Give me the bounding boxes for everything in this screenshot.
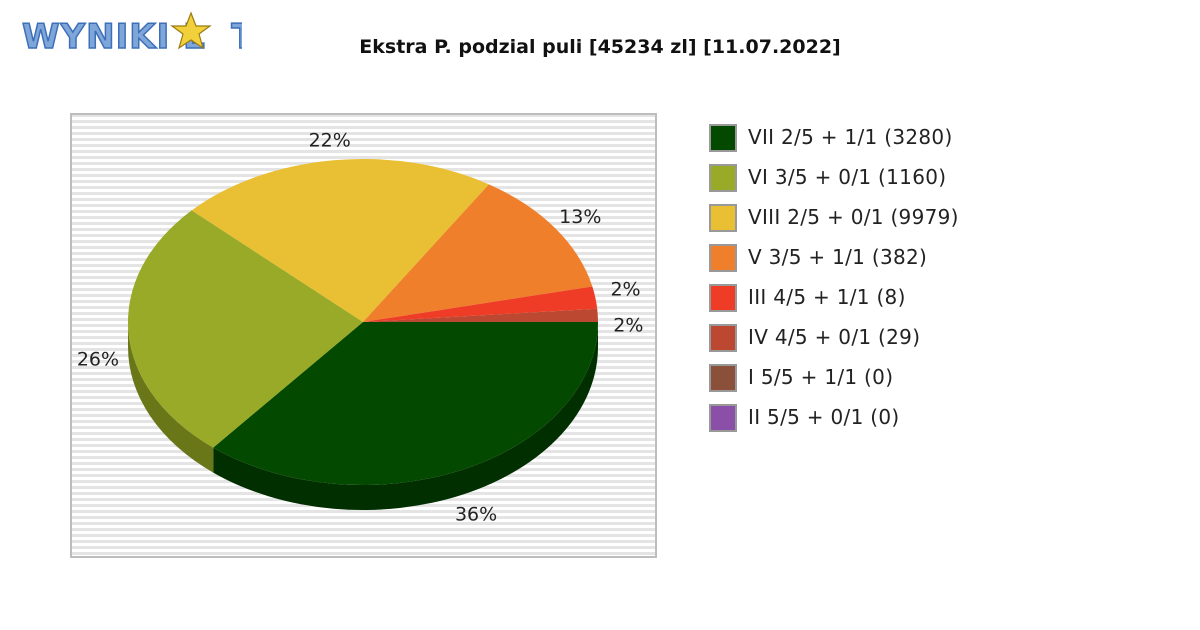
pie-label-0: 36% [455, 504, 497, 526]
legend-label: IV 4/5 + 0/1 (29) [748, 325, 921, 349]
legend-label: I 5/5 + 1/1 (0) [748, 365, 894, 389]
legend-item-5: IV 4/5 + 0/1 (29) [708, 322, 1008, 354]
legend-item-3: V 3/5 + 1/1 (382) [708, 242, 1008, 274]
logo-text: WYNIKI L TTO [22, 17, 242, 57]
pie-side-0 [213, 322, 598, 510]
pie-slice-5 [363, 308, 598, 322]
legend-swatch [709, 284, 737, 312]
legend-item-2: VIII 2/5 + 0/1 (9979) [708, 202, 1008, 234]
legend-swatch [709, 204, 737, 232]
legend-label: II 5/5 + 0/1 (0) [748, 405, 900, 429]
pie-slice-3 [363, 184, 593, 322]
legend-item-4: III 4/5 + 1/1 (8) [708, 282, 1008, 314]
pie-label-5: 2% [613, 314, 643, 336]
legend-item-0: VII 2/5 + 1/1 (3280) [708, 122, 1008, 154]
legend-swatch [709, 324, 737, 352]
pie-slice-1 [127, 210, 363, 448]
legend-swatch [709, 124, 737, 152]
legend-item-1: VI 3/5 + 0/1 (1160) [708, 162, 1008, 194]
legend-swatch [709, 364, 737, 392]
legend-swatch [709, 244, 737, 272]
legend-label: VI 3/5 + 0/1 (1160) [748, 165, 947, 189]
pie-slice-2 [191, 159, 489, 322]
chart-title: Ekstra P. podzial puli [45234 zl] [11.07… [359, 36, 841, 58]
legend-item-7: II 5/5 + 0/1 (0) [708, 402, 1008, 434]
logo-star-icon [170, 11, 212, 50]
legend-swatch [709, 404, 737, 432]
legend-label: VIII 2/5 + 0/1 (9979) [748, 205, 959, 229]
pie-label-2: 22% [309, 129, 351, 151]
pie-label-1: 26% [77, 349, 119, 371]
legend-label: III 4/5 + 1/1 (8) [748, 285, 906, 309]
wyniki-lotto-logo: WYNIKI L TTO [21, 11, 242, 58]
pie-label-4: 2% [610, 278, 640, 300]
legend-label: V 3/5 + 1/1 (382) [748, 245, 928, 269]
legend-label: VII 2/5 + 1/1 (3280) [748, 125, 953, 149]
pie-slice-4 [363, 286, 598, 322]
legend-swatch [709, 164, 737, 192]
pie-slice-0 [213, 322, 598, 485]
pie-label-3: 13% [559, 206, 601, 228]
pie-side-1 [127, 322, 214, 473]
legend-item-6: I 5/5 + 1/1 (0) [708, 362, 1008, 394]
